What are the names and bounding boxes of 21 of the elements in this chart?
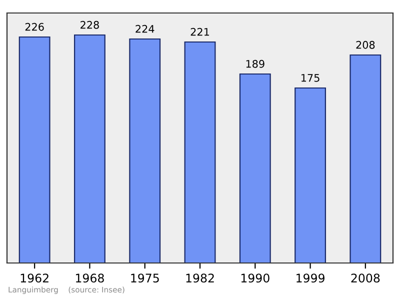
x-tick-label: 2008 [351,274,380,283]
x-tick-label: 1982 [186,274,214,283]
bar [129,38,161,263]
x-tick-label: 1962 [20,274,48,283]
bar [350,54,382,263]
data-label: 226 [25,22,44,31]
x-tick-label: 1999 [296,274,324,283]
bar [239,73,271,263]
bar [184,41,216,263]
x-tick-label: 1990 [241,274,270,283]
data-label: 208 [356,40,375,49]
x-tick-label: 1968 [76,274,104,283]
data-label: 228 [80,20,99,29]
data-label: 224 [136,24,154,33]
data-label: 175 [301,74,320,82]
bar [294,87,326,263]
data-label: 221 [190,28,209,36]
x-tick-label: 1975 [131,274,159,283]
bar [74,34,106,263]
data-label: 189 [246,60,264,68]
bar [18,36,50,263]
